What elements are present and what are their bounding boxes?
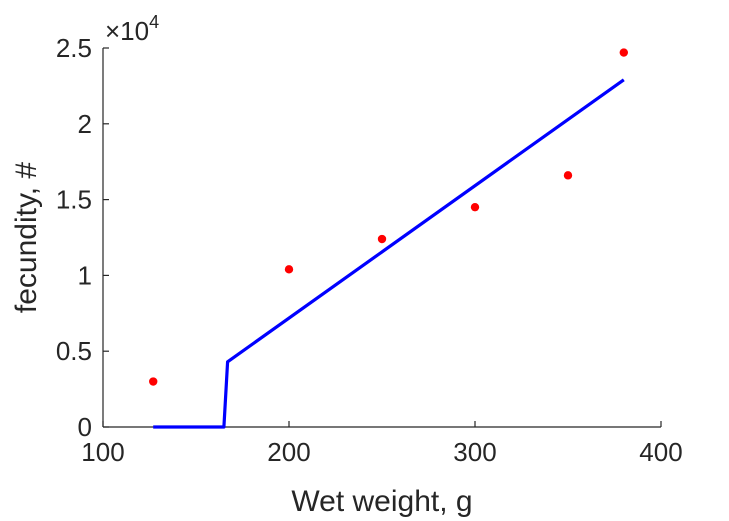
plot-area	[149, 48, 628, 429]
y-tick-label: 2	[78, 109, 92, 139]
fit-line	[153, 78, 625, 429]
y-exponent-label: ×104	[105, 12, 159, 46]
data-point	[470, 202, 480, 212]
y-ticks: 0 0.5 1 1.5 2 2.5	[56, 33, 109, 442]
y-axis-label: fecundity, #	[10, 162, 43, 314]
x-axis-label: Wet weight, g	[291, 485, 472, 518]
y-tick-label: 1	[78, 260, 92, 290]
data-point	[377, 234, 387, 244]
y-tick-label: 0	[78, 412, 92, 442]
y-tick-label: 1.5	[56, 185, 92, 215]
y-exponent-power: 4	[149, 12, 159, 32]
x-ticks: 100 200 300 400	[81, 421, 683, 467]
y-tick-label: 0.5	[56, 336, 92, 366]
x-tick-label: 100	[81, 437, 124, 467]
x-tick-label: 300	[453, 437, 496, 467]
data-point	[563, 171, 573, 180]
data-point	[619, 48, 628, 57]
y-exponent-base: ×10	[105, 16, 149, 46]
data-point	[284, 265, 294, 274]
x-tick-label: 400	[639, 437, 682, 467]
data-point	[149, 377, 158, 386]
y-tick-label: 2.5	[56, 33, 92, 63]
x-tick-label: 200	[267, 437, 310, 467]
